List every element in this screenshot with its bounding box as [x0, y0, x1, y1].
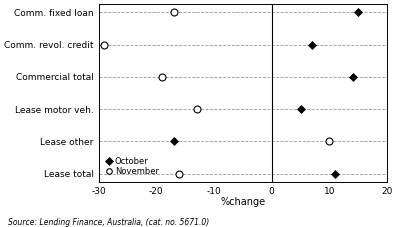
Legend: October, November: October, November — [106, 156, 159, 176]
X-axis label: %change: %change — [220, 197, 266, 207]
Text: Source: Lending Finance, Australia, (cat. no. 5671.0): Source: Lending Finance, Australia, (cat… — [8, 218, 209, 227]
